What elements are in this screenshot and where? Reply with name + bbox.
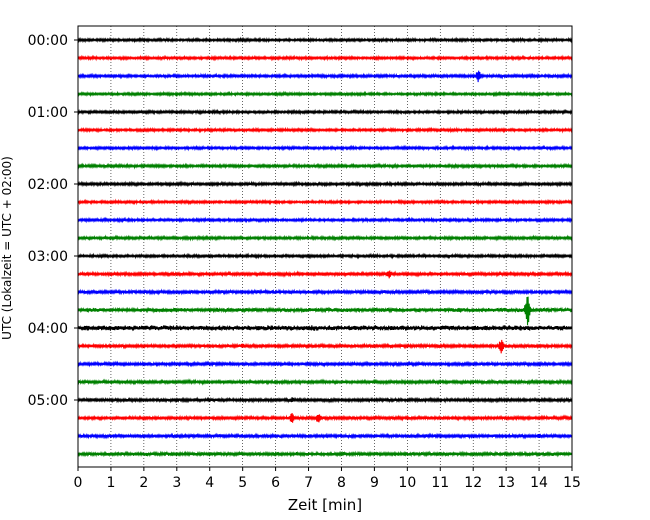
y-axis: 00:00 01:00 02:00 03:00 04:00 05:00 bbox=[28, 33, 78, 409]
trace-0315 bbox=[77, 270, 573, 279]
traces bbox=[77, 36, 573, 458]
trace-0445 bbox=[77, 378, 573, 386]
y-tick-label-04:00: 04:00 bbox=[28, 321, 68, 337]
trace-0415 bbox=[77, 339, 573, 354]
trace-0215 bbox=[77, 198, 573, 206]
y-tick-label-01:00: 01:00 bbox=[28, 105, 68, 121]
trace-0130 bbox=[77, 144, 573, 152]
trace-0515 bbox=[77, 412, 573, 423]
y-axis-label: UTC (Lokalzeit = UTC + 02:00) bbox=[0, 156, 14, 340]
trace-0030 bbox=[77, 70, 573, 83]
y-tick-label-03:00: 03:00 bbox=[28, 249, 68, 265]
y-tick-label-02:00: 02:00 bbox=[28, 177, 68, 193]
trace-0430 bbox=[77, 360, 573, 368]
x-axis-label: Zeit [min] bbox=[288, 496, 362, 514]
x-axis: 0 1 2 3 4 5 6 7 8 9 10 11 12 13 14 15 bbox=[74, 467, 581, 491]
x-tick-label-3: 3 bbox=[172, 475, 181, 491]
y-tick-label-05:00: 05:00 bbox=[28, 393, 68, 409]
y-tick-label-00:00: 00:00 bbox=[28, 33, 68, 49]
x-tick-label-12: 12 bbox=[464, 475, 482, 491]
trace-0330 bbox=[77, 288, 573, 296]
x-tick-label-10: 10 bbox=[398, 475, 416, 491]
trace-0100 bbox=[77, 108, 573, 116]
x-tick-label-14: 14 bbox=[530, 475, 548, 491]
trace-0045 bbox=[77, 90, 573, 98]
trace-0015 bbox=[77, 54, 573, 62]
x-tick-label-11: 11 bbox=[431, 475, 449, 491]
x-tick-label-0: 0 bbox=[74, 475, 83, 491]
trace-0230 bbox=[77, 216, 573, 224]
trace-0300 bbox=[77, 252, 573, 260]
x-tick-label-5: 5 bbox=[238, 475, 247, 491]
trace-0345 bbox=[77, 296, 573, 326]
plot-frame bbox=[77, 25, 573, 468]
trace-0245 bbox=[77, 234, 573, 242]
trace-0400 bbox=[77, 324, 573, 332]
x-tick-label-7: 7 bbox=[304, 475, 313, 491]
x-tick-label-2: 2 bbox=[139, 475, 148, 491]
trace-0500 bbox=[77, 396, 573, 404]
trace-0530 bbox=[77, 432, 573, 440]
x-tick-label-15: 15 bbox=[563, 475, 581, 491]
x-tick-label-6: 6 bbox=[271, 475, 280, 491]
trace-0000 bbox=[77, 36, 573, 44]
x-tick-label-13: 13 bbox=[497, 475, 515, 491]
x-tick-label-8: 8 bbox=[337, 475, 346, 491]
x-tick-label-1: 1 bbox=[106, 475, 115, 491]
trace-0545 bbox=[77, 450, 573, 458]
x-tick-label-4: 4 bbox=[205, 475, 214, 491]
x-tick-label-9: 9 bbox=[370, 475, 379, 491]
trace-0200 bbox=[77, 180, 573, 188]
trace-0145 bbox=[77, 162, 573, 170]
trace-0115 bbox=[77, 126, 573, 134]
